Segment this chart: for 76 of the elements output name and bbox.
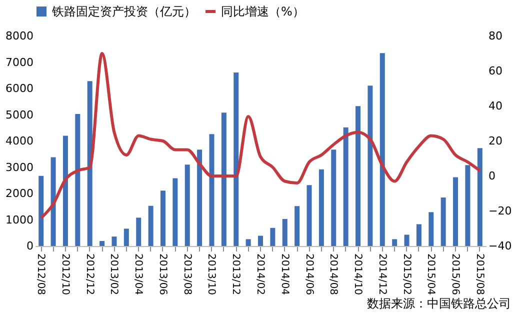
bar (416, 224, 422, 246)
y2-tick-label: 0 (488, 170, 496, 182)
bar (368, 86, 373, 246)
bar (184, 164, 190, 246)
x-tick-label: 2014/06 (303, 254, 314, 296)
bar (112, 236, 117, 246)
x-tick-label: 2013/06 (156, 254, 168, 296)
bar (197, 150, 202, 246)
bar (404, 234, 410, 246)
bar (62, 136, 68, 246)
bar (258, 236, 263, 246)
x-tick-label: 2012/10 (59, 254, 70, 296)
x-tick-label: 2013/10 (206, 254, 217, 296)
bar (282, 218, 288, 246)
y2-tick-label: 40 (488, 100, 502, 112)
bar (428, 212, 434, 246)
bar (148, 206, 154, 246)
x-tick-label: 2012/12 (84, 254, 95, 296)
y-tick-label: 6000 (6, 82, 34, 95)
bar (318, 169, 324, 246)
x-tick-label: 2013/12 (230, 254, 242, 296)
x-tick-label: 2015/04 (425, 254, 436, 296)
bar (50, 157, 56, 246)
y-tick-label: 4000 (6, 134, 34, 148)
bar (477, 148, 482, 246)
y-tick-label: 8000 (6, 30, 34, 42)
bar (356, 106, 361, 246)
bar (87, 81, 92, 246)
x-tick-label: 2014/12 (376, 254, 388, 296)
x-tick-label: 2013/08 (181, 254, 192, 296)
x-tick-label: 2012/08 (35, 254, 46, 296)
bar (100, 241, 105, 246)
y-tick-label: 2000 (6, 187, 34, 200)
x-tick-label: 2013/04 (132, 254, 144, 296)
source-note: 数据来源：中国铁路总公司 (367, 296, 512, 311)
bar (246, 239, 251, 246)
x-tick-label: 2014/10 (352, 254, 364, 296)
bar (172, 178, 178, 246)
legend-label: 铁路固定资产投资（亿元） (51, 4, 196, 18)
bar (392, 239, 398, 246)
bar (294, 206, 300, 246)
bar (38, 176, 44, 246)
x-tick-label: 2014/02 (254, 254, 266, 296)
y2-tick-label: 80 (488, 30, 502, 42)
bar (124, 228, 129, 246)
y-tick-label: 5000 (6, 108, 34, 122)
y-tick-label: 0 (26, 240, 34, 252)
x-tick-label: 2015/08 (474, 254, 485, 296)
bar (221, 112, 226, 246)
bar (440, 197, 446, 246)
bar (331, 150, 336, 246)
x-tick-label: 2013/02 (108, 254, 120, 296)
y-tick-label: 3000 (6, 160, 34, 174)
bar (343, 127, 348, 246)
y2-tick-label: −40 (488, 240, 512, 252)
bar (380, 53, 385, 246)
bar (136, 218, 142, 246)
bar (160, 190, 166, 246)
y-tick-label: 1000 (6, 213, 34, 226)
x-tick-label: 2014/08 (328, 254, 339, 296)
y-tick-label: 7000 (6, 56, 34, 69)
y2-tick-label: −20 (488, 204, 512, 218)
line-series (40, 52, 482, 220)
y2-tick-label: 20 (488, 134, 502, 148)
bar (270, 228, 276, 246)
bar (306, 185, 312, 246)
legend-label: 同比增速（%） (221, 4, 304, 18)
bar (465, 165, 470, 246)
bar (234, 72, 239, 246)
y2-tick-label: 60 (488, 64, 502, 78)
x-tick-label: 2014/04 (278, 254, 290, 296)
x-tick-label: 2015/02 (400, 254, 412, 296)
bar (453, 177, 458, 246)
bar (209, 134, 214, 246)
x-tick-label: 2015/06 (450, 254, 461, 296)
bar (75, 114, 80, 246)
